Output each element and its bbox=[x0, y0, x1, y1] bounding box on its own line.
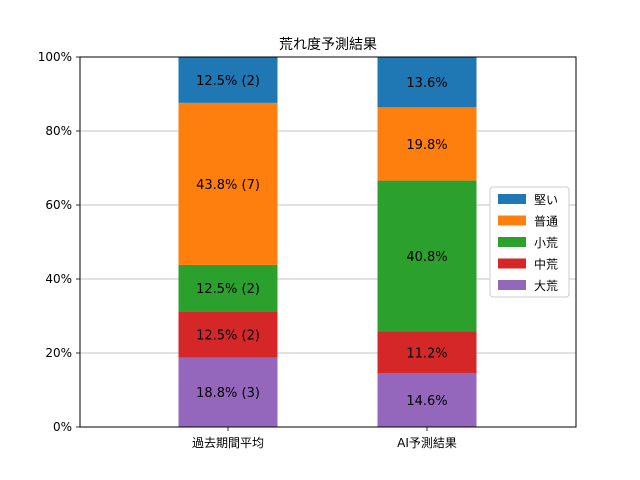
x-axis: 過去期間平均 AI予測結果 bbox=[192, 427, 457, 450]
legend-swatch bbox=[498, 280, 526, 290]
data-label: 43.8% (7) bbox=[196, 178, 260, 193]
y-tick-label: 0% bbox=[53, 420, 72, 434]
bar-segment bbox=[178, 357, 278, 427]
data-label: 12.5% (2) bbox=[196, 74, 260, 89]
y-tick-label: 100% bbox=[38, 50, 72, 64]
bar-segment bbox=[178, 102, 278, 265]
legend-label: 小荒 bbox=[534, 236, 558, 250]
y-tick-label: 40% bbox=[45, 272, 72, 286]
data-label: 18.8% (3) bbox=[196, 386, 260, 401]
legend-swatch bbox=[498, 194, 526, 204]
data-label: 12.5% (2) bbox=[196, 282, 260, 297]
plot-frame bbox=[79, 56, 577, 428]
legend-swatch bbox=[498, 237, 526, 247]
legend-swatch bbox=[498, 258, 526, 269]
chart-title: 荒れ度予測結果 bbox=[279, 37, 377, 53]
y-tick-label: 80% bbox=[45, 124, 72, 138]
legend-swatch bbox=[498, 215, 526, 226]
legend-box bbox=[489, 186, 570, 298]
legend-label: 堅い bbox=[534, 193, 558, 207]
data-label: 14.6% bbox=[406, 394, 447, 409]
bar-segment bbox=[377, 57, 477, 108]
segment-labels: 18.8% (3) 12.5% (2) 12.5% (2) 43.8% (7) 12.5… bbox=[196, 74, 448, 409]
x-tick-label: AI予測結果 bbox=[397, 436, 457, 450]
bar-segment bbox=[178, 311, 278, 358]
x-tick-label: 過去期間平均 bbox=[192, 436, 264, 450]
y-tick-label: 60% bbox=[45, 198, 72, 212]
bar-segment bbox=[377, 180, 477, 332]
bar-segment bbox=[377, 107, 477, 181]
bar-segment bbox=[377, 372, 477, 427]
bars bbox=[178, 56, 477, 427]
bar-segment bbox=[178, 56, 278, 103]
data-label: 19.8% bbox=[406, 138, 447, 153]
legend-label: 普通 bbox=[534, 215, 558, 229]
data-label: 40.8% bbox=[406, 250, 447, 265]
legend-label: 大荒 bbox=[534, 279, 558, 293]
y-tick-label: 20% bbox=[45, 346, 72, 360]
bar-segment bbox=[178, 264, 278, 312]
data-label: 11.2% bbox=[406, 346, 447, 361]
y-axis: 0% 20% 40% 60% 80% 100% bbox=[38, 50, 80, 434]
data-label: 12.5% (2) bbox=[196, 328, 260, 343]
bar-segment bbox=[377, 331, 477, 373]
data-label: 13.6% bbox=[406, 76, 447, 91]
legend-label: 中荒 bbox=[534, 257, 558, 272]
